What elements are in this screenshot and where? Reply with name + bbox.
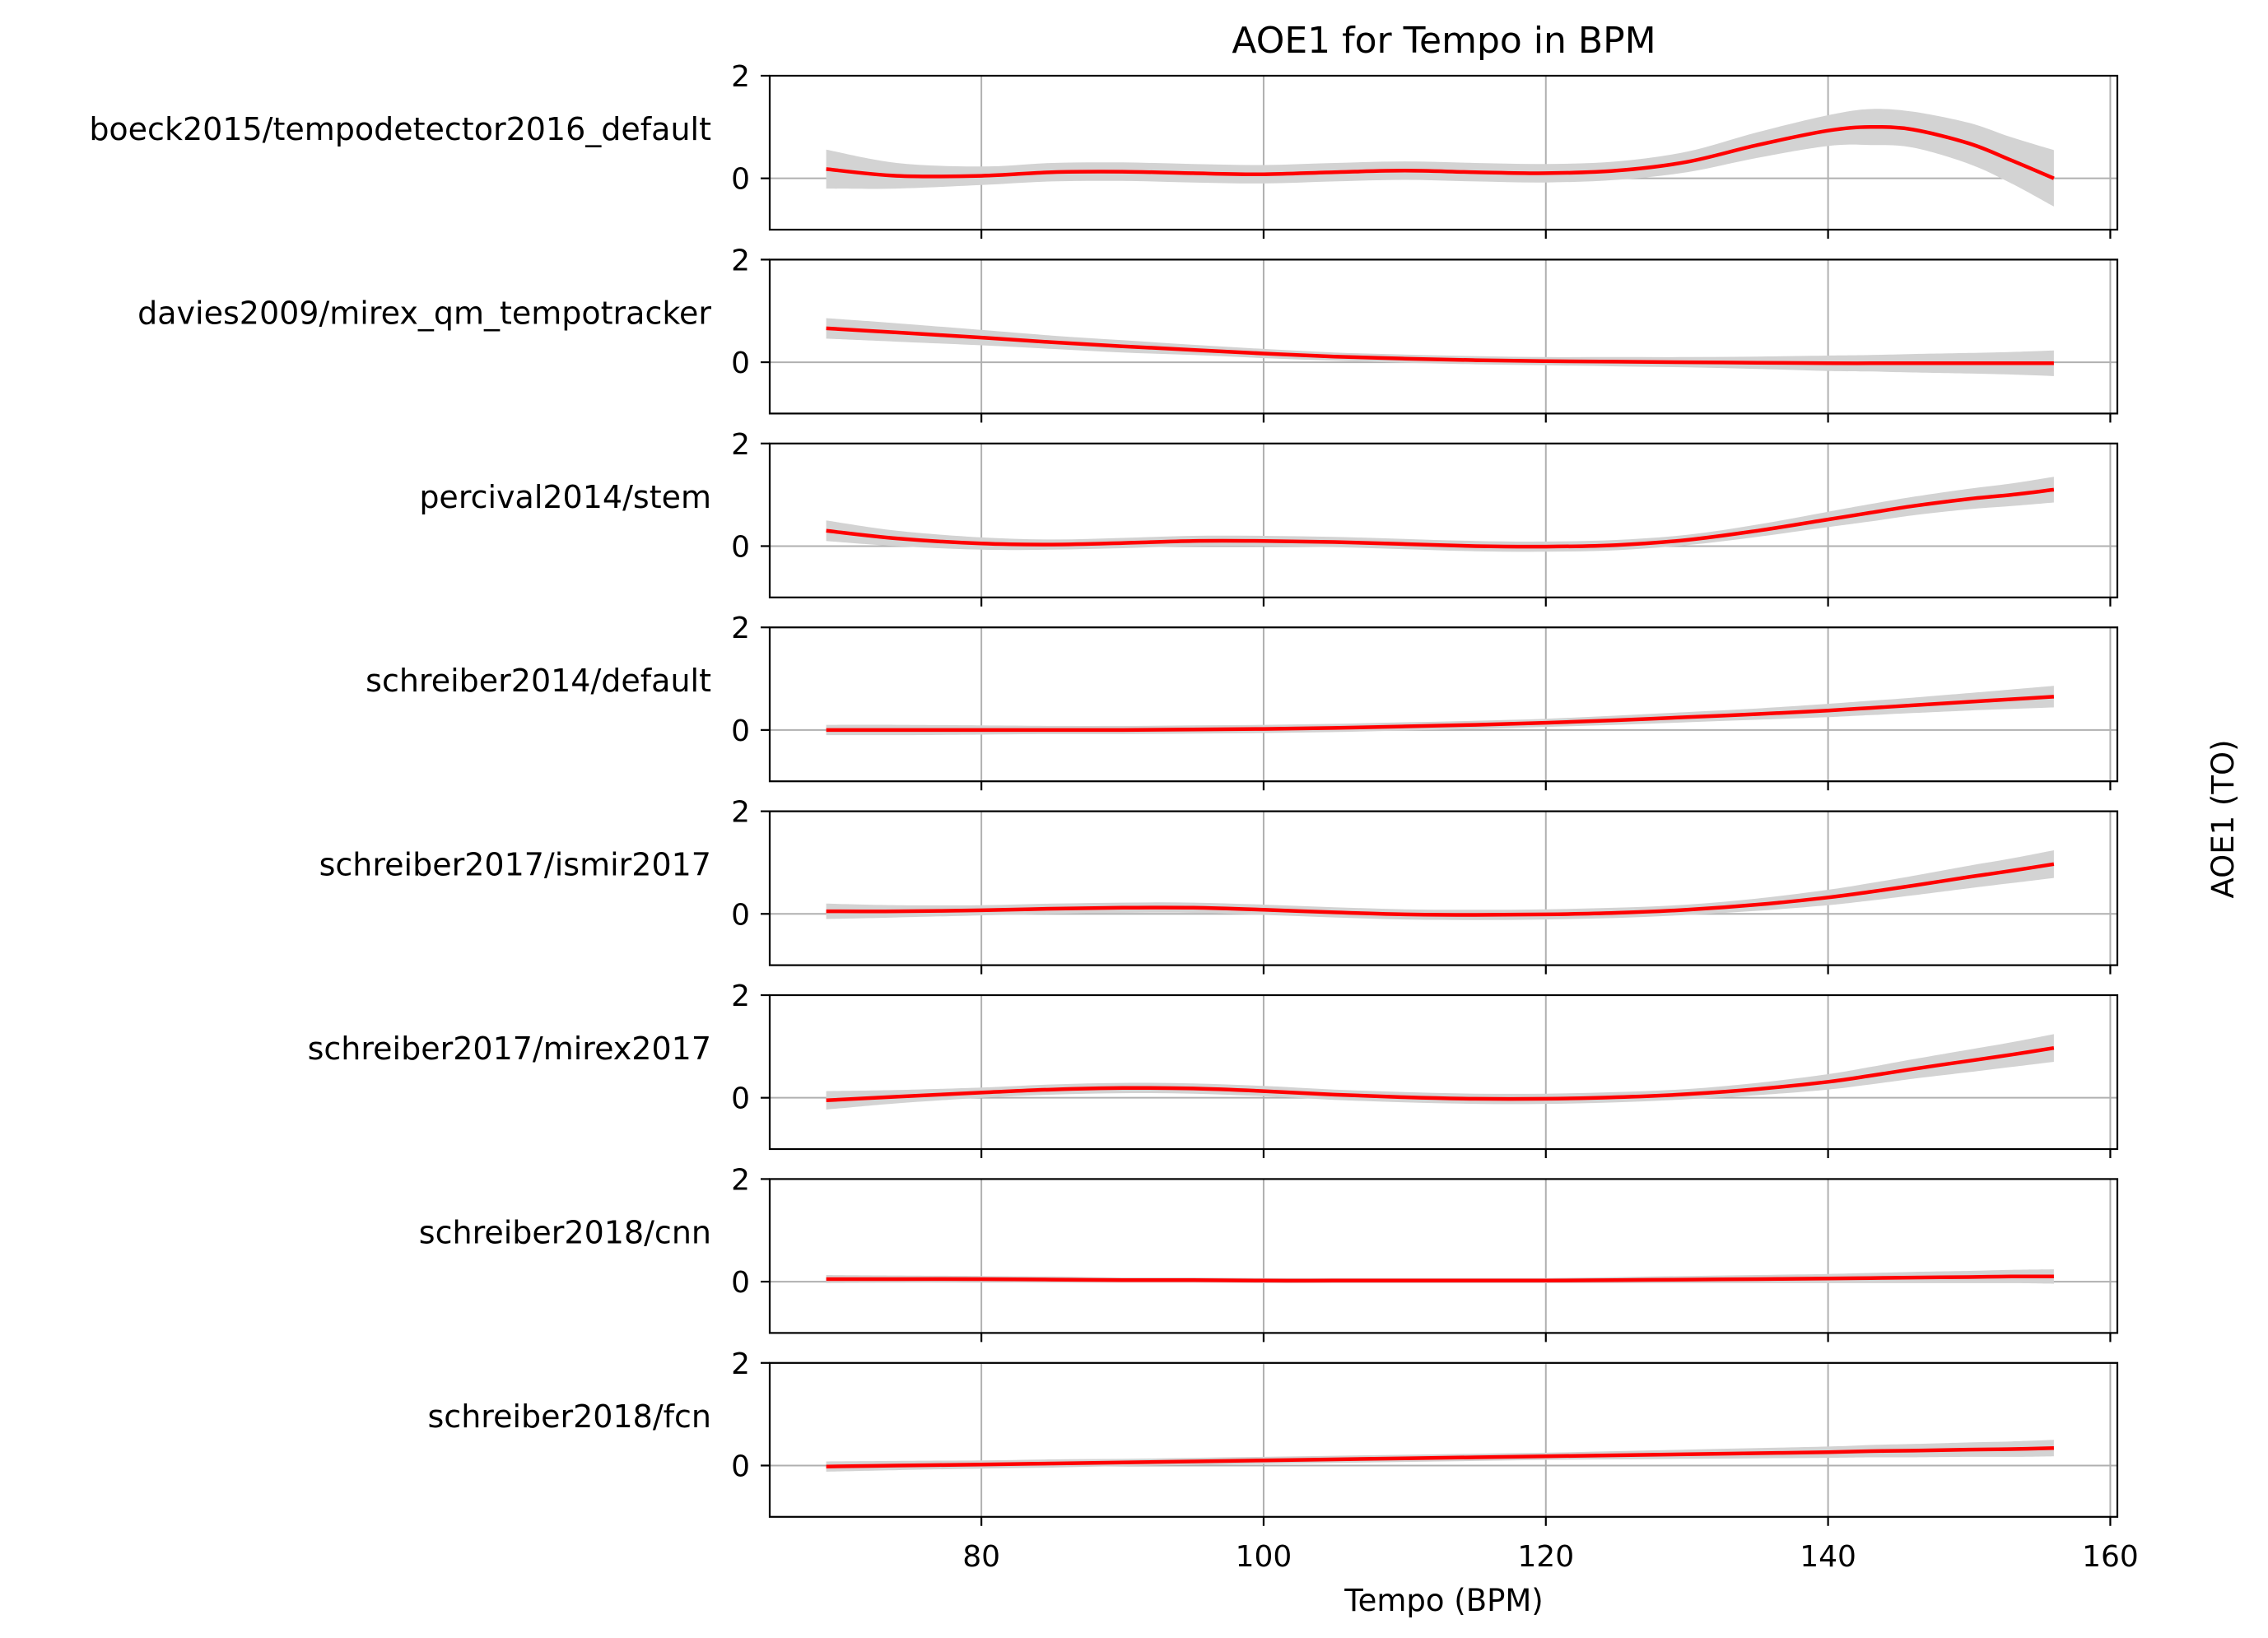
subplot-plot-area (770, 76, 2117, 230)
y-tick-label: 2 (731, 60, 750, 94)
series-line (826, 1446, 2054, 1468)
y-tick-label: 0 (731, 898, 750, 932)
series-line (826, 487, 2055, 549)
subplot-plot-area (770, 1362, 2117, 1517)
y-tick-label: 2 (731, 612, 750, 645)
subplot-6: 0 2 schreiber2017/mirex2017 (308, 980, 2119, 1158)
y-tick-label: 2 (731, 980, 750, 1013)
subplot-3: 0 2 percival2014/stem (419, 428, 2119, 607)
series-line (826, 1274, 2054, 1283)
subplot-label: davies2009/mirex_qm_tempotracker (137, 295, 711, 331)
subplot-5: 0 2 schreiber2017/ismir2017 (319, 796, 2119, 975)
x-tick-label: 140 (1800, 1540, 1856, 1574)
chart-title: AOE1 for Tempo in BPM (1232, 20, 1656, 62)
subplot-plot-area (770, 443, 2117, 598)
y-tick-label: 2 (731, 1347, 750, 1381)
subplot-plot-area (770, 1179, 2117, 1333)
subplot-8: 0 2 schreiber2018/fcn (428, 1347, 2119, 1526)
x-axis: 80 100 120 140 160 (962, 1540, 2139, 1574)
subplot-plot-area (770, 627, 2117, 782)
subplot-plot-area (770, 811, 2117, 966)
subplot-frame (768, 1361, 2119, 1518)
series-line (826, 862, 2055, 917)
subplot-frame (768, 258, 2119, 415)
y-axis-label: AOE1 (TO) (2205, 739, 2241, 898)
subplot-label: percival2014/stem (419, 479, 711, 515)
subplot-7: 0 2 schreiber2018/cnn (419, 1163, 2119, 1343)
y-tick-label: 0 (731, 714, 750, 748)
subplot-4: 0 2 schreiber2014/default (366, 612, 2119, 791)
y-tick-label: 2 (731, 796, 750, 830)
x-tick-label: 120 (1517, 1540, 1574, 1574)
y-tick-label: 2 (731, 428, 750, 462)
y-tick-label: 0 (731, 1082, 750, 1116)
subplot-label: schreiber2018/cnn (419, 1214, 711, 1250)
x-tick-label: 100 (1236, 1540, 1292, 1574)
subplot-plot-area (770, 995, 2117, 1149)
series-line (826, 1045, 2055, 1103)
confidence-band (826, 109, 2054, 207)
subplot-label: boeck2015/tempodetector2016_default (89, 111, 711, 147)
y-tick-label: 0 (731, 530, 750, 564)
confidence-band (826, 686, 2054, 736)
subplot-frame (768, 1178, 2119, 1334)
subplot-frame (768, 626, 2119, 783)
y-tick-label: 2 (731, 1163, 750, 1197)
x-axis-label: Tempo (BPM) (1344, 1583, 1544, 1618)
chart-panels: 02boeck2015/tempodetector2016_default02d… (89, 60, 2119, 1526)
subplot-2: 0 2 davies2009/mirex_qm_tempotracker (137, 244, 2119, 423)
subplot-frame (768, 442, 2119, 598)
confidence-band (826, 1440, 2054, 1472)
subplot-label: schreiber2018/fcn (428, 1398, 712, 1435)
subplot-1: 0 2 boeck2015/tempodetector2016_default (89, 60, 2119, 239)
series-line (826, 695, 2055, 733)
series-line (826, 124, 2055, 180)
subplot-plot-area (770, 259, 2117, 414)
y-tick-label: 2 (731, 244, 750, 277)
x-tick-label: 80 (962, 1540, 1000, 1574)
series-line (826, 326, 2054, 365)
subplot-label: schreiber2017/mirex2017 (308, 1031, 711, 1067)
subplot-label: schreiber2014/default (366, 663, 711, 699)
y-tick-label: 0 (731, 1450, 750, 1483)
confidence-band (826, 850, 2054, 920)
confidence-band (826, 318, 2054, 376)
x-tick-label: 160 (2082, 1540, 2139, 1574)
subplot-frame (768, 810, 2119, 966)
subplot-frame (768, 994, 2119, 1151)
y-tick-label: 0 (731, 1266, 750, 1300)
y-tick-label: 0 (731, 163, 750, 197)
subplot-frame (768, 74, 2119, 231)
y-tick-label: 0 (731, 347, 750, 380)
subplot-label: schreiber2017/ismir2017 (319, 847, 711, 883)
